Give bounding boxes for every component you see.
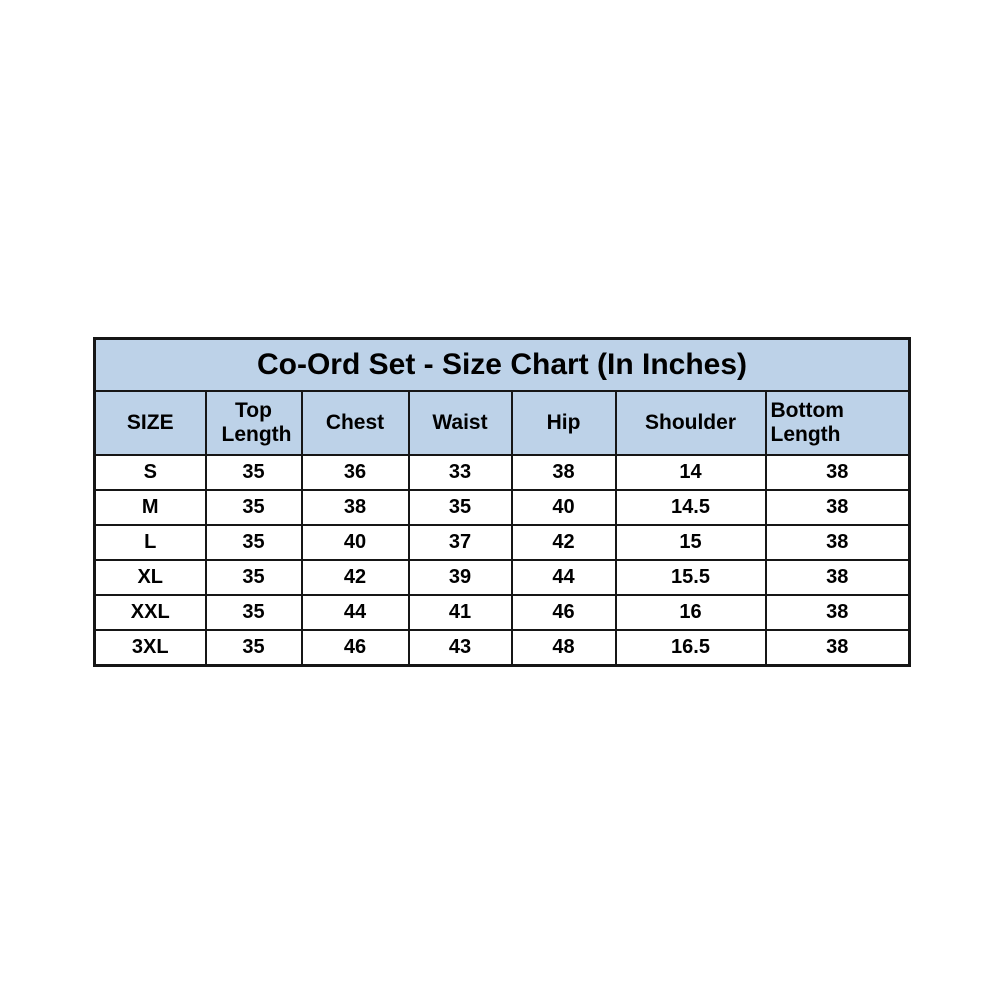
waist-value: 33: [407, 454, 513, 491]
waist-value: 37: [407, 524, 513, 561]
chart-title: Co-Ord Set - Size Chart (In Inches): [93, 337, 911, 392]
shoulder-value: 16: [614, 594, 767, 631]
column-header-waist-label: Waist: [432, 410, 488, 434]
hip-value: 42: [510, 524, 617, 561]
hip-value: 44: [510, 559, 617, 596]
chest-value: 36: [300, 454, 410, 491]
hip-value: 40: [510, 489, 617, 526]
bottom-length-value: 38: [764, 594, 911, 631]
column-header-size: SIZE: [93, 390, 207, 456]
bottom-length-value: 38: [764, 489, 911, 526]
column-header-chest-label: Chest: [325, 410, 385, 434]
column-header-chest: Chest: [300, 390, 410, 456]
column-header-shoulder: Shoulder: [614, 390, 767, 456]
bottom-length-value: 38: [764, 559, 911, 596]
top-length-value: 35: [204, 524, 303, 561]
waist-value: 43: [407, 629, 513, 667]
size-row-s: S 35 36 33 38 14 38: [93, 454, 911, 491]
size-label: XL: [93, 559, 207, 596]
column-header-top-length-label: Top Length: [221, 398, 292, 446]
size-chart-table: Co-Ord Set - Size Chart (In Inches) SIZE…: [93, 337, 911, 667]
column-header-size-label: SIZE: [126, 410, 174, 434]
column-header-hip-label: Hip: [546, 410, 581, 434]
header-row: SIZE Top Length Chest Waist Hip Shoulder: [93, 390, 911, 456]
size-row-xl: XL 35 42 39 44 15.5 38: [93, 559, 911, 596]
bottom-length-value: 38: [764, 629, 911, 667]
size-label: S: [93, 454, 207, 491]
top-length-value: 35: [204, 629, 303, 667]
waist-value: 39: [407, 559, 513, 596]
shoulder-value: 14: [614, 454, 767, 491]
top-length-value: 35: [204, 489, 303, 526]
size-label: XXL: [93, 594, 207, 631]
chest-value: 46: [300, 629, 410, 667]
size-label: M: [93, 489, 207, 526]
shoulder-value: 16.5: [614, 629, 767, 667]
column-header-hip: Hip: [510, 390, 617, 456]
column-header-waist: Waist: [407, 390, 513, 456]
chest-value: 44: [300, 594, 410, 631]
title-row: Co-Ord Set - Size Chart (In Inches): [93, 337, 911, 392]
shoulder-value: 15.5: [614, 559, 767, 596]
column-header-top-length: Top Length: [204, 390, 303, 456]
size-row-m: M 35 38 35 40 14.5 38: [93, 489, 911, 526]
size-label: L: [93, 524, 207, 561]
size-row-xxl: XXL 35 44 41 46 16 38: [93, 594, 911, 631]
chest-value: 42: [300, 559, 410, 596]
bottom-length-value: 38: [764, 524, 911, 561]
column-header-bottom-length: Bottom Length: [764, 390, 911, 456]
shoulder-value: 15: [614, 524, 767, 561]
top-length-value: 35: [204, 594, 303, 631]
waist-value: 35: [407, 489, 513, 526]
waist-value: 41: [407, 594, 513, 631]
hip-value: 48: [510, 629, 617, 667]
size-label: 3XL: [93, 629, 207, 667]
bottom-length-value: 38: [764, 454, 911, 491]
size-row-l: L 35 40 37 42 15 38: [93, 524, 911, 561]
chest-value: 38: [300, 489, 410, 526]
size-row-3xl: 3XL 35 46 43 48 16.5 38: [93, 629, 911, 667]
chest-value: 40: [300, 524, 410, 561]
top-length-value: 35: [204, 559, 303, 596]
column-header-bottom-length-label: Bottom Length: [770, 398, 844, 446]
hip-value: 38: [510, 454, 617, 491]
shoulder-value: 14.5: [614, 489, 767, 526]
hip-value: 46: [510, 594, 617, 631]
top-length-value: 35: [204, 454, 303, 491]
column-header-shoulder-label: Shoulder: [644, 410, 736, 434]
